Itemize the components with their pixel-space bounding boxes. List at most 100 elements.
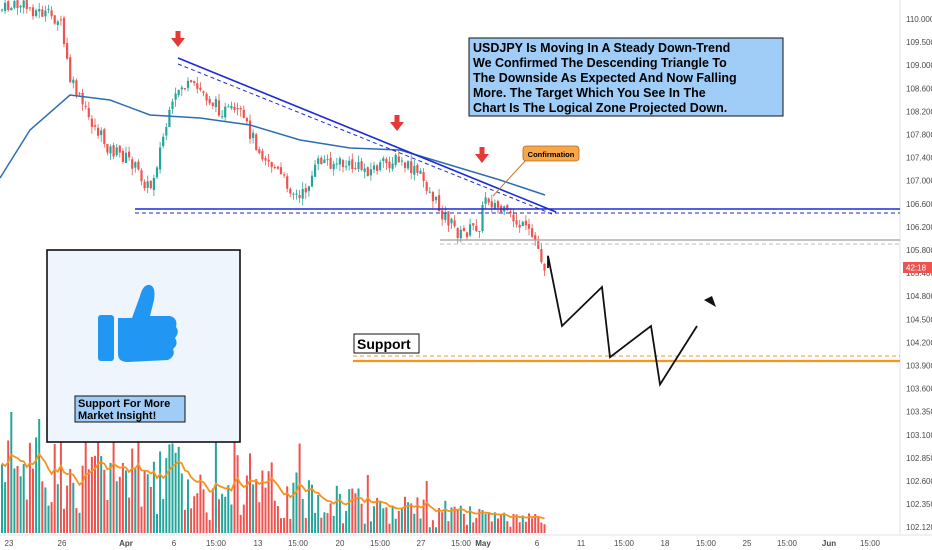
candle-body [264, 158, 267, 161]
candle-body [28, 7, 31, 9]
candle-body [527, 224, 531, 229]
price-tick-label: 110.000 [906, 15, 932, 24]
price-tick-label: 102.350 [906, 500, 932, 509]
candle-body [62, 17, 66, 44]
volume-bar [242, 504, 245, 533]
insight-panel[interactable]: Support For More Market Insight! [46, 249, 241, 443]
candle-body [217, 100, 221, 116]
volume-bar [84, 430, 87, 533]
candle-body [56, 21, 59, 25]
candle-body [66, 43, 69, 59]
price-tick-label: 107.400 [906, 154, 932, 163]
volume-bar [311, 484, 313, 533]
volume-bar [214, 439, 217, 533]
candle-body [450, 218, 453, 224]
candle-body [134, 162, 137, 168]
candle-body [475, 225, 478, 232]
candle-body [351, 159, 354, 170]
volume-bar [143, 471, 146, 533]
volume-bar [348, 489, 351, 533]
note-line-2: We Confirmed The Descending Triangle To [473, 56, 727, 70]
candle-body [72, 79, 75, 84]
candle-body [183, 88, 186, 90]
volume-bar [134, 467, 137, 533]
candle-body [149, 180, 152, 189]
projected-price-path [547, 255, 698, 388]
candle-body [190, 80, 193, 82]
candle-body [174, 93, 177, 100]
time-tick-label: 6 [535, 539, 540, 548]
candle-body [276, 166, 279, 169]
candle-body [428, 191, 431, 193]
candle-body [78, 93, 81, 95]
candle-body [19, 5, 22, 8]
volume-bar [63, 508, 65, 533]
candle-body [310, 175, 314, 187]
price-tick-label: 107.000 [906, 177, 932, 186]
candle-body [326, 159, 329, 161]
candle-body [236, 108, 239, 110]
candle-body [338, 158, 341, 165]
volume-bar [66, 485, 69, 533]
candle-body [155, 167, 159, 178]
candle-body [481, 205, 484, 231]
volume-bar [425, 481, 428, 533]
volume-bar [503, 512, 506, 533]
time-tick-label: 15:00 [451, 539, 472, 548]
volume-bar [518, 522, 521, 533]
candle-body [258, 149, 261, 153]
volume-bar [301, 498, 304, 533]
candle-body [143, 181, 146, 189]
candle-body [171, 101, 174, 109]
volume-bar [261, 470, 264, 533]
time-tick-label: May [475, 539, 491, 548]
volume-bar [32, 468, 34, 533]
candle-body [202, 91, 205, 93]
volume-bar [267, 471, 270, 533]
time-tick-label: 15:00 [614, 539, 635, 548]
candle-body [332, 163, 335, 170]
volume-bar [205, 512, 208, 533]
price-tick-label: 109.500 [906, 38, 932, 47]
volume-bar [115, 481, 118, 533]
candle-body [537, 241, 540, 249]
candle-body [295, 193, 298, 195]
candle-body [109, 146, 112, 154]
volume-bar [493, 512, 496, 533]
price-tick-label: 102.120 [906, 523, 932, 532]
candle-body [478, 231, 481, 232]
volume-bar [314, 512, 317, 533]
candle-body [186, 80, 190, 88]
confirmation-callout: Confirmation [492, 145, 580, 197]
volume-bar [506, 521, 509, 533]
price-tick-label: 108.200 [906, 107, 932, 116]
price-axis[interactable]: 110.000 109.500 109.000 108.600 108.200 107.8… [906, 15, 932, 532]
candle-body [97, 127, 100, 136]
volume-bar [4, 482, 7, 533]
price-tick-label: 104.500 [906, 315, 932, 324]
volume-bar [202, 489, 205, 533]
volume-bar [264, 487, 267, 533]
volume-bar [528, 513, 530, 533]
volume-bar [307, 480, 310, 533]
insight-line-1: Support For More [78, 398, 170, 410]
candle-body [103, 129, 106, 144]
volume-bar [342, 523, 344, 533]
candle-body [283, 174, 286, 176]
volume-bar [168, 444, 171, 533]
volume-bar [183, 509, 186, 533]
price-tick-label: 102.600 [906, 477, 932, 486]
candle-body [410, 161, 413, 173]
time-axis[interactable]: 23 26 Apr 6 15:00 13 15:00 20 15:00 27 15:00 May 6 11… [5, 539, 881, 548]
volume-bar [94, 455, 96, 533]
candle-body [444, 213, 447, 220]
time-tick-label: 15:00 [206, 539, 227, 548]
candle-body [16, 0, 19, 9]
volume-bar [366, 475, 369, 533]
volume-bar [227, 485, 230, 533]
volume-bar [59, 431, 62, 533]
candle-body [314, 164, 317, 177]
candle-body [279, 167, 283, 174]
volume-bar [537, 517, 540, 533]
